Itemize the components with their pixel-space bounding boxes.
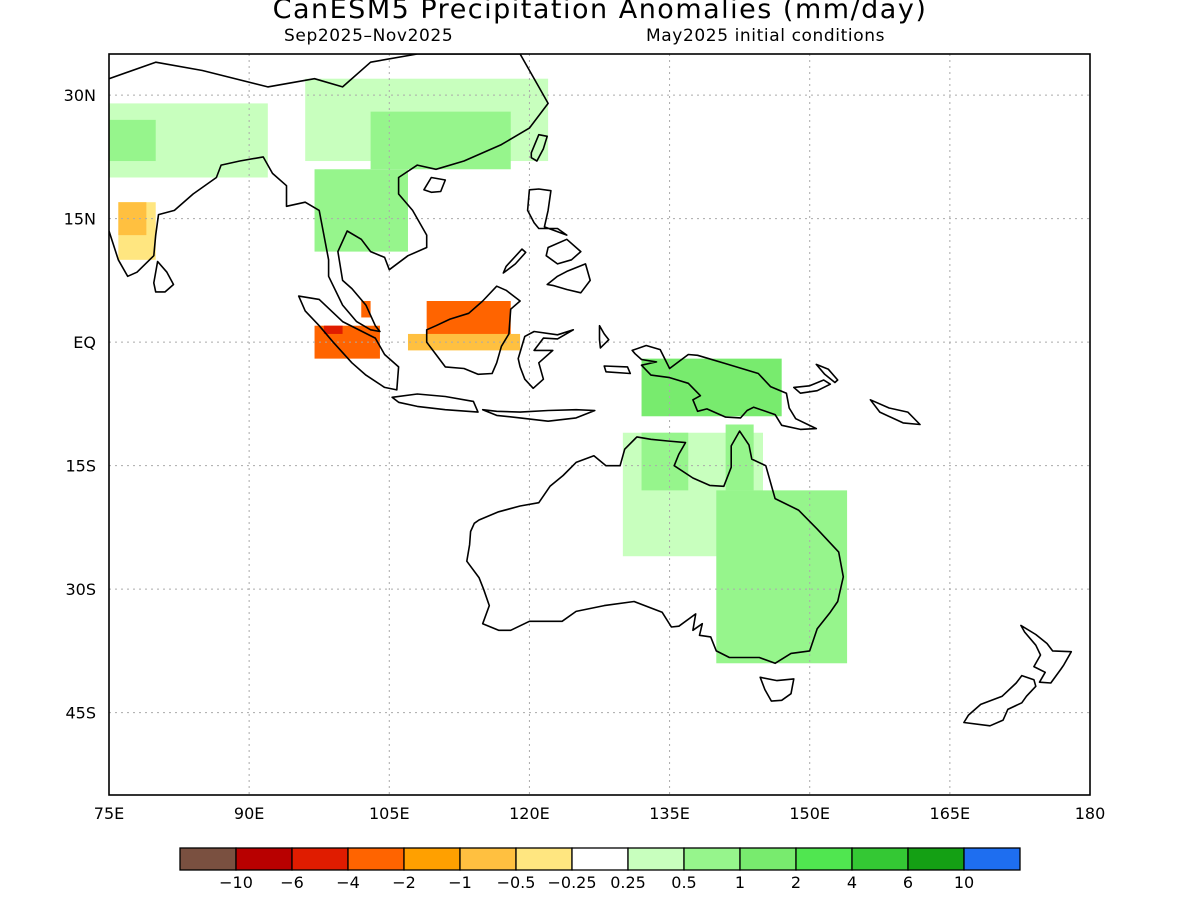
colorbar-swatch [851, 847, 909, 871]
colorbar-label: −1 [448, 873, 472, 892]
colorbar-label: 0.25 [610, 873, 646, 892]
grid-lines [109, 54, 1090, 795]
anomaly-region-9 [323, 325, 343, 334]
coastline-sri-lanka [153, 260, 175, 293]
colorbar-swatch [403, 847, 461, 871]
colorbar-swatch [291, 847, 349, 871]
anomaly-region-4 [314, 169, 408, 252]
colorbar-swatch [571, 847, 629, 871]
anomaly-region-16 [716, 490, 848, 664]
coastlines [109, 54, 1073, 727]
latitude-axis: 30N 15N EQ 15S 30S 45S [64, 86, 96, 723]
anomaly-fills [109, 78, 848, 664]
coastline-asia [109, 54, 549, 333]
colorbar-label: 1 [735, 873, 745, 892]
season-label: Sep2025–Nov2025 [284, 26, 454, 46]
colorbar-swatch [347, 847, 405, 871]
lat-tick-label: 15N [64, 210, 96, 229]
colorbar-swatch [627, 847, 685, 871]
lon-tick-label: 135E [649, 804, 690, 823]
coastline-luzon [526, 188, 568, 236]
lon-tick-label: 75E [94, 804, 124, 823]
colorbar-swatch [459, 847, 517, 871]
lon-tick-label: 105E [369, 804, 410, 823]
coastline-sulawesi [517, 329, 575, 390]
colorbar-swatch [683, 847, 741, 871]
colorbar-label: −4 [336, 873, 360, 892]
colorbar-label: −2 [392, 873, 416, 892]
coastline-new-britain [793, 379, 832, 394]
lat-tick-label: EQ [73, 333, 96, 352]
lon-tick-label: 165E [930, 804, 971, 823]
anomaly-region-6 [118, 202, 147, 236]
colorbar-swatch [235, 847, 293, 871]
colorbar-label: −10 [219, 873, 253, 892]
colorbar-swatch [515, 847, 573, 871]
lat-tick-label: 45S [65, 704, 96, 723]
anomaly-region-1 [370, 111, 511, 170]
coastline-halmahera [598, 324, 610, 349]
coastline-taiwan [530, 133, 548, 162]
colorbar-swatch [179, 847, 237, 871]
anomaly-region-15 [725, 424, 754, 491]
coastline-new-guinea [631, 344, 818, 431]
coastline-solomons [869, 399, 921, 426]
initial-conditions-label: May2025 initial conditions [646, 26, 886, 46]
lon-tick-label: 150E [789, 804, 830, 823]
colorbar-swatch [739, 847, 797, 871]
colorbar-label: 2 [791, 873, 801, 892]
coastline-java [391, 393, 479, 413]
coastline-new-ireland [815, 363, 839, 384]
longitude-axis: 75E 90E 105E 120E 135E 150E 165E 180 [94, 804, 1106, 823]
coastline-tasmania [759, 676, 795, 702]
colorbar-label: −0.25 [547, 873, 596, 892]
colorbar-label: −0.5 [497, 873, 536, 892]
colorbar-label: 6 [903, 873, 913, 892]
colorbar-swatch [907, 847, 965, 871]
lat-tick-label: 15S [65, 457, 96, 476]
colorbar-label: 10 [954, 873, 974, 892]
colorbar-label: 4 [847, 873, 857, 892]
coastline-australia [466, 430, 845, 665]
anomaly-region-12 [641, 358, 782, 417]
coastline-seram [603, 365, 632, 375]
coastline-palawan [502, 248, 527, 274]
lon-tick-label: 120E [509, 804, 550, 823]
lat-tick-label: 30S [65, 580, 96, 599]
coastline-nz-north [1020, 624, 1073, 684]
coastline-sumatra [297, 295, 400, 391]
anomaly-region-7 [361, 301, 371, 318]
coastline-mindanao [546, 263, 591, 294]
lon-tick-label: 180 [1075, 804, 1106, 823]
coastline-lesser-sunda [481, 408, 596, 422]
coastline-borneo [425, 285, 521, 376]
lat-tick-label: 30N [64, 86, 96, 105]
plot-frame [108, 53, 1091, 796]
coastline-visayas [545, 238, 582, 265]
lon-tick-label: 90E [234, 804, 264, 823]
anomaly-region-3 [109, 119, 156, 162]
colorbar-label: −6 [280, 873, 304, 892]
colorbar-swatch [963, 847, 1021, 871]
coastline-hainan [423, 176, 447, 194]
colorbar-label: 0.5 [671, 873, 696, 892]
colorbar: −10 −6 −4 −2 −1 −0.5 −0.25 0.25 0.5 1 2 4 6 10 [179, 847, 1021, 892]
coastline-nz-south [963, 674, 1037, 727]
colorbar-swatch [795, 847, 853, 871]
map-title: CanESM5 Precipitation Anomalies (mm/day) [272, 0, 928, 25]
